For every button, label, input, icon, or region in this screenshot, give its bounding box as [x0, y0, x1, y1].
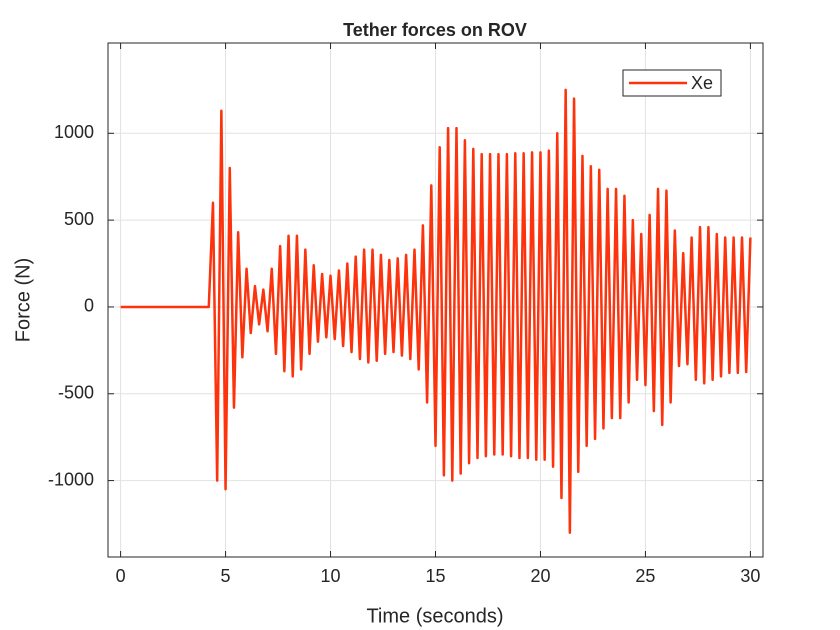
- x-tick-label: 10: [321, 566, 341, 586]
- y-tick-label: 1000: [54, 122, 94, 142]
- y-tick-label: 500: [64, 209, 94, 229]
- x-tick-label: 5: [221, 566, 231, 586]
- x-tick-label: 20: [530, 566, 550, 586]
- x-tick-label: 15: [425, 566, 445, 586]
- chart-title: Tether forces on ROV: [343, 20, 527, 40]
- x-tick-label: 25: [635, 566, 655, 586]
- y-axis-label: Force (N): [12, 258, 34, 342]
- x-tick-label: 0: [116, 566, 126, 586]
- y-tick-label: -500: [58, 383, 94, 403]
- x-axis-label: Time (seconds): [366, 605, 503, 627]
- x-tick-label: 30: [740, 566, 760, 586]
- legend-label: Xe: [691, 73, 713, 93]
- y-tick-label: -1000: [48, 469, 94, 489]
- y-tick-label: 0: [84, 296, 94, 316]
- axes-box: [107, 42, 764, 558]
- data-line: [120, 88, 752, 534]
